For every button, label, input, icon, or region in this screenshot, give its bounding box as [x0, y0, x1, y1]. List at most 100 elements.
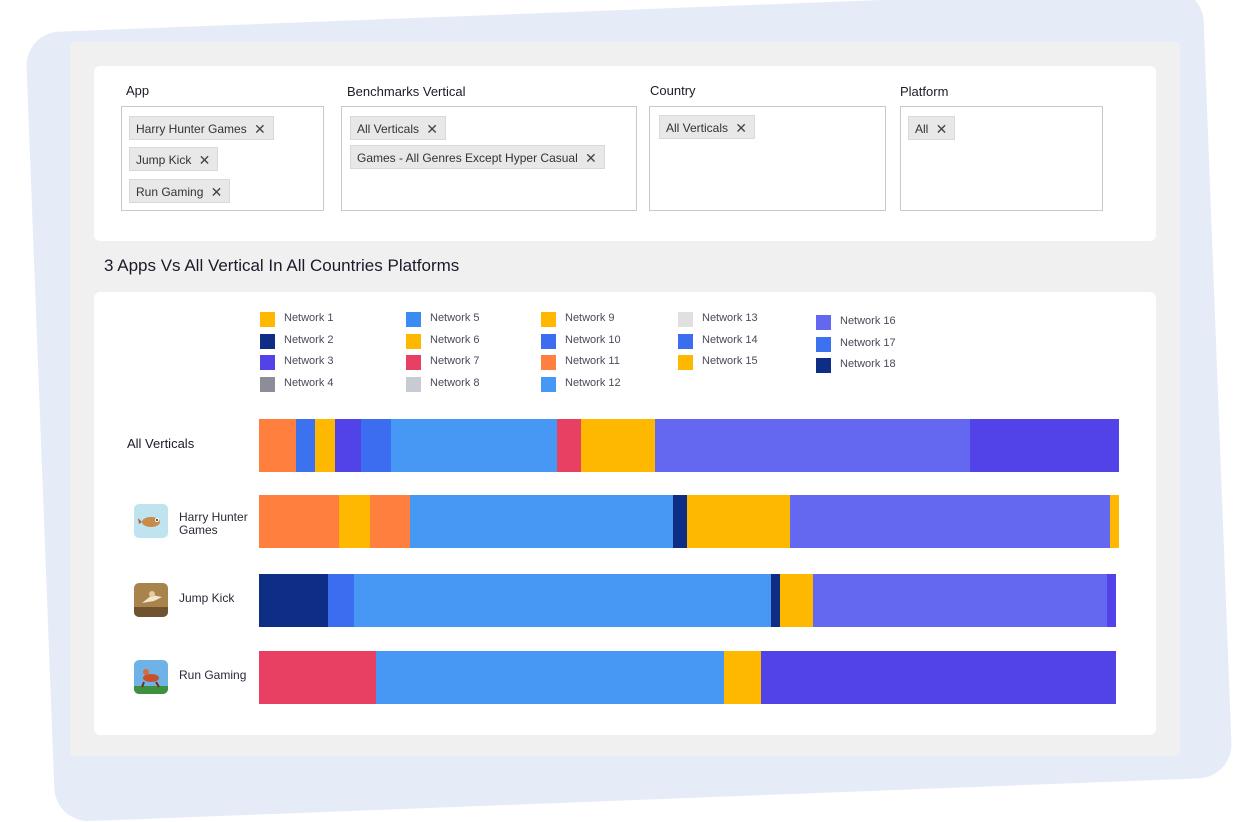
row-label: Jump Kick: [179, 591, 235, 605]
vertical-chip: Games - All Genres Except Hyper Casual ✕: [350, 145, 605, 169]
vertical-chip-label: All Verticals: [357, 122, 420, 136]
legend-swatch: [541, 355, 556, 370]
bar-segment[interactable]: [761, 651, 1117, 704]
filter-card: App Harry Hunter Games ✕ Jump Kick ✕ Run…: [94, 66, 1156, 241]
app-chip: Run Gaming ✕: [129, 179, 231, 203]
legend-swatch: [541, 376, 556, 392]
bar-segment[interactable]: [375, 651, 725, 704]
legend-label: Network 15: [702, 355, 758, 367]
legend-swatch: [816, 336, 831, 352]
platform-chip: All ✕: [908, 116, 956, 140]
vertical-chip-label: Games - All Genres Except Hyper Casual: [357, 151, 578, 165]
bar-segment[interactable]: [390, 419, 558, 472]
harry-hunter-app-icon: [134, 504, 168, 538]
bar-segment[interactable]: [295, 419, 316, 472]
legend-label: Network 11: [565, 355, 620, 367]
remove-chip-icon[interactable]: ✕: [585, 150, 597, 166]
bar-segment[interactable]: [970, 419, 1120, 472]
remove-chip-icon[interactable]: ✕: [426, 121, 439, 137]
remove-chip-icon[interactable]: ✕: [735, 120, 748, 136]
legend-swatch: [816, 358, 831, 373]
bar-segment[interactable]: [314, 419, 336, 472]
bar-segment[interactable]: [353, 574, 772, 627]
legend-swatch: [541, 333, 556, 349]
app-chip-label: Harry Hunter Games: [136, 122, 247, 136]
stacked-bar[interactable]: [259, 419, 1120, 472]
legend-label: Network 10: [565, 333, 621, 346]
legend-label: Network 4: [284, 376, 334, 389]
jump-kick-app-icon: [134, 583, 168, 617]
vertical-chip: All Verticals ✕: [350, 116, 447, 140]
chart-card: Network 1 Network 2 Network 3 Network 4 Netw…: [94, 292, 1156, 735]
legend-label: Network 17: [840, 336, 896, 349]
legend-label: Network 8: [430, 376, 480, 389]
legend-label: Network 13: [702, 312, 758, 324]
bar-segment[interactable]: [259, 495, 340, 548]
legend-swatch: [406, 312, 421, 327]
legend-swatch: [406, 376, 421, 392]
row-label: Harry Hunter Games: [179, 510, 248, 537]
bar-segment[interactable]: [672, 495, 688, 548]
legend-swatch: [260, 355, 275, 370]
bar-segment[interactable]: [259, 419, 297, 472]
legend-swatch: [678, 312, 693, 327]
legend-swatch: [678, 355, 693, 370]
vertical-filter-box[interactable]: All Verticals ✕ Games - All Genres Excep…: [341, 106, 637, 211]
legend-label: Network 3: [284, 355, 334, 367]
app-chip: Jump Kick ✕: [129, 147, 219, 171]
chart-title: 3 Apps Vs All Vertical In All Countries …: [104, 256, 460, 275]
legend-swatch: [406, 333, 421, 349]
app-chip: Harry Hunter Games ✕: [129, 116, 274, 140]
app-filter-box[interactable]: Harry Hunter Games ✕ Jump Kick ✕ Run Gam…: [121, 106, 324, 211]
bar-segment[interactable]: [369, 495, 410, 548]
stacked-bar[interactable]: [259, 495, 1120, 548]
legend-label: Network 12: [565, 376, 621, 389]
legend-swatch: [260, 376, 275, 392]
bar-segment[interactable]: [557, 419, 582, 472]
app-chip-label: Jump Kick: [136, 153, 192, 167]
legend-label: Network 18: [840, 358, 896, 370]
bar-segment[interactable]: [580, 419, 656, 472]
legend-label: Network 16: [840, 315, 896, 327]
platform-filter-box[interactable]: All ✕: [900, 106, 1103, 211]
legend-label: Network 5: [430, 312, 480, 324]
country-filter-box[interactable]: All Verticals ✕: [649, 106, 886, 211]
remove-chip-icon[interactable]: ✕: [198, 152, 211, 168]
country-chip-label: All Verticals: [666, 121, 729, 135]
stacked-bar[interactable]: [259, 574, 1117, 627]
country-filter-label: Country: [650, 83, 696, 98]
legend-swatch: [260, 333, 275, 349]
legend-label: Network 14: [702, 333, 758, 346]
bar-segment[interactable]: [771, 574, 781, 627]
legend-label: Network 2: [284, 333, 334, 346]
bar-segment[interactable]: [1106, 574, 1117, 627]
vertical-filter-label: Benchmarks Vertical: [347, 84, 466, 99]
platform-filter-label: Platform: [900, 84, 949, 99]
app-filter-label: App: [126, 83, 150, 98]
remove-chip-icon[interactable]: ✕: [210, 184, 223, 200]
bar-segment[interactable]: [334, 419, 362, 472]
bar-segment[interactable]: [655, 419, 971, 472]
app-chip-label: Run Gaming: [136, 185, 204, 199]
remove-chip-icon[interactable]: ✕: [253, 121, 266, 137]
bar-segment[interactable]: [779, 574, 814, 627]
legend-swatch: [816, 315, 831, 330]
stacked-bar[interactable]: [259, 651, 1117, 704]
bar-segment[interactable]: [259, 574, 329, 627]
legend-swatch: [541, 312, 556, 327]
row-label: Run Gaming: [179, 668, 247, 682]
country-chip: All Verticals ✕: [659, 115, 756, 139]
bar-segment[interactable]: [1109, 495, 1120, 548]
remove-chip-icon[interactable]: ✕: [935, 121, 948, 137]
bar-segment[interactable]: [687, 495, 791, 548]
bar-segment[interactable]: [259, 651, 377, 704]
bar-segment[interactable]: [813, 574, 1108, 627]
bar-segment[interactable]: [409, 495, 674, 548]
bar-segment[interactable]: [789, 495, 1111, 548]
platform-chip-label: All: [915, 122, 929, 136]
bar-segment[interactable]: [724, 651, 762, 704]
bar-segment[interactable]: [361, 419, 392, 472]
bar-segment[interactable]: [327, 574, 355, 627]
run-gaming-app-icon: [134, 660, 168, 694]
bar-segment[interactable]: [338, 495, 371, 548]
